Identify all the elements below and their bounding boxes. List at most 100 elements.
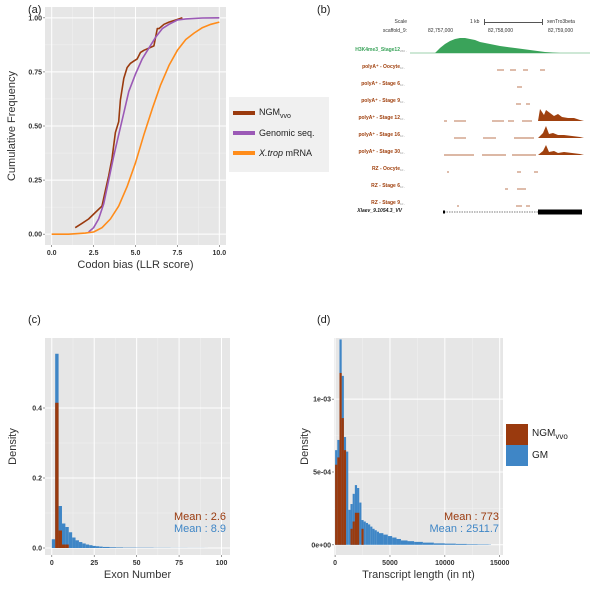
x-tick-label: 0 [333,560,337,567]
histogram-bar-gm [82,543,86,548]
histogram-bar-gm [109,547,117,548]
coord-2: 82,758,000 [488,28,514,34]
histogram-bar-ngm [58,530,62,548]
legend-item-xtrop: X.trop mRNA [229,143,329,163]
h3k4me3-signal [410,38,590,53]
series-line-xtrop [51,21,220,235]
y-tick-label: 0.75 [28,69,42,76]
histogram-bar-gm [102,546,110,548]
histogram-bar-gm [368,524,371,545]
legend-item-ngm-d: NGMvvo [506,424,600,445]
coverage-peak [538,145,584,155]
legend-label-gm-d: GM [532,450,549,461]
track-label: RZ - Stage 6 [371,183,400,189]
x-tick-label: 5000 [382,560,398,567]
histogram-bar-gm [85,544,90,548]
histogram-bar-gm [95,546,100,548]
y-tick-label: 1.00 [28,15,42,22]
x-tick-label: 10000 [435,560,455,567]
chart-d-legend: NGMvvo GM [506,424,600,468]
track-label: polyA⁺ - Oocyte [362,64,400,70]
histogram-bar-gm [392,537,397,545]
x-tick-label: 15000 [490,560,510,567]
histogram-bar-gm [466,544,478,545]
histogram-bar-ngm [341,418,344,545]
legend-swatch-ngm-d [506,424,528,445]
histogram-bar-gm [378,533,384,545]
histogram-bar-ngm [339,372,342,545]
histogram-bar-gm [387,536,393,545]
mean-annotation-gm: Mean : 2511.7 [429,523,499,535]
histogram-bar-gm [65,527,69,548]
histogram-bar-gm [92,545,96,548]
histogram-bar-gm [365,522,369,545]
series-line-genomic [88,17,220,233]
histogram-bar-gm [433,543,445,545]
track-label: polyA⁺ - Stage 9 [361,98,400,104]
y-tick-label: 0.50 [28,124,42,131]
coverage-peak [538,126,584,138]
histogram-bar-ngm [357,512,360,545]
x-tick-label: 75 [175,560,183,567]
histogram-bar-ngm [337,457,340,545]
track-scale: 10 - [400,83,406,87]
x-tick-label: 5.0 [131,250,141,257]
histogram-bar-gm [383,534,388,545]
y-axis-label: Cumulative Frequency [6,70,18,181]
histogram-bar-ngm [65,544,69,548]
assembly-label: xenTro3beta [547,19,575,25]
coverage-peak [538,109,584,121]
track-label: RZ - Stage 9 [371,200,400,206]
histogram-bar-gm [359,502,362,545]
scale-bar [484,22,542,23]
histogram-bar-gm [396,538,401,545]
x-axis-label: Codon bias (LLR score) [77,259,193,271]
histogram-bar-gm [374,530,377,545]
chart-d: 0 5000 10000 15000 0e+00 5e-04 1e-03 Transcript… [300,338,510,581]
x-tick-label: 25 [90,560,98,567]
x-tick-label: 10.0 [212,250,226,257]
legend-label-genomic: Genomic seq. [259,128,315,138]
scale-bar-label: 1 kb [470,19,480,25]
track-label: polyA⁺ - Stage 16 [358,132,400,138]
histogram-bar-ngm [354,512,358,545]
track-scale: 10 - [400,134,406,138]
legend-swatch-gm-d [506,445,528,466]
x-tick-label: 2.5 [89,250,99,257]
histogram-bar-gm [407,541,415,545]
histogram-bar-gm [99,546,103,548]
x-tick-label: 7.5 [173,250,183,257]
coord-1: 82,757,000 [428,28,454,34]
histogram-bar-gm [68,532,73,548]
y-tick-label: 0.25 [28,178,42,185]
histogram-bar-gm [75,540,79,548]
plot-background [334,338,503,555]
track-label: RZ - Oocyte [371,166,400,172]
x-tick-label: 50 [133,560,141,567]
legend-swatch-ngm [233,111,255,115]
y-axis-label: Density [300,428,311,465]
histogram-bar-gm [350,504,353,545]
track-scale: 10 - [400,185,406,189]
coord-3: 82,759,000 [548,28,574,34]
genome-tracks [410,38,590,215]
histogram-bar-gm [444,543,456,545]
histogram-bar-gm [400,540,408,545]
track-label: polyA⁺ - Stage 6 [361,81,400,87]
track-scale: 10 - [400,168,406,172]
y-tick-label: 0.4 [32,406,42,413]
legend-item-gm-d: GM [506,445,600,466]
histogram-bar-gm [352,493,355,545]
histogram-bar-gm [51,539,56,548]
x-tick-label: 100 [216,560,228,567]
series-line-ngm [74,17,183,229]
histogram-bar-gm [376,531,379,545]
histogram-bar-gm [346,451,349,545]
panel-label-d: (d) [317,314,331,326]
panel-label-b: (b) [317,4,331,16]
histogram-bar-gm [363,521,366,545]
y-tick-label: 0.0 [32,546,42,553]
gene-model-label: Xlaev_9.1054.3_VV [357,208,402,214]
legend-label-ngm-d: NGMvvo [532,428,568,441]
scale-bar-tick-left [484,19,485,25]
